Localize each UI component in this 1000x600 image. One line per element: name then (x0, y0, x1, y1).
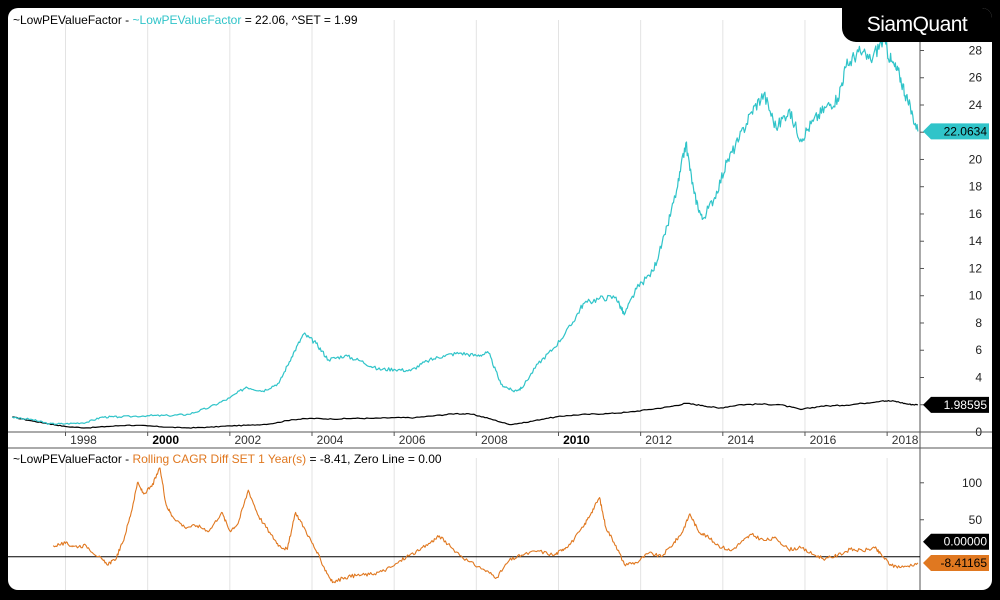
x-tick-label: 2014 (727, 433, 754, 447)
y-tick-label: 24 (969, 98, 983, 112)
factor-line (11, 35, 919, 425)
zero-line-value-tag (923, 533, 989, 550)
bottom-chart-header: ~LowPEValueFactor - Rolling CAGR Diff SE… (13, 452, 442, 466)
cagr-last-value-tag-label: -8.41165 (941, 556, 988, 570)
x-tick-label: 2016 (810, 433, 837, 447)
chart-panel: 0246810121416182022242628199820002002200… (8, 8, 992, 590)
x-tick-label: 2012 (645, 433, 672, 447)
x-tick-label: 2008 (481, 433, 508, 447)
y-tick-label: 100 (962, 476, 982, 490)
y-tick-label: 50 (969, 513, 983, 527)
x-tick-label: 2006 (399, 433, 426, 447)
set-last-value-tag (923, 396, 989, 413)
top-chart-header: ~LowPEValueFactor - ~LowPEValueFactor = … (13, 13, 358, 27)
x-tick-label: 2000 (152, 433, 179, 447)
x-tick-label: 2018 (892, 433, 919, 447)
zero-line-value-tag-label: 0.00000 (944, 535, 988, 549)
bottom-header-indicator-name: Rolling CAGR Diff SET 1 Year(s) (132, 452, 307, 466)
x-tick-label: 1998 (70, 433, 97, 447)
factor-last-value-tag (923, 123, 989, 140)
y-tick-label: 26 (969, 71, 983, 85)
siamquant-logo: SiamQuant (842, 8, 992, 42)
y-tick-label: 14 (969, 234, 983, 248)
y-tick-label: 6 (975, 343, 982, 357)
y-tick-label: 28 (969, 43, 983, 57)
cagr-diff-line (52, 467, 919, 584)
cagr-last-value-tag (923, 554, 989, 571)
top-header-series-name: ~LowPEValueFactor - (13, 13, 133, 27)
set-index-line (12, 400, 919, 429)
factor-last-value-tag-label: 22.0634 (944, 124, 988, 138)
set-last-value-tag-label: 1.98595 (944, 398, 988, 412)
y-tick-label: 8 (975, 316, 982, 330)
y-tick-label: 4 (975, 370, 982, 384)
top-header-factor-name: ~LowPEValueFactor (132, 13, 242, 27)
top-header-values: = 22.06, ^SET = 1.99 (241, 13, 358, 27)
y-tick-label: 16 (969, 207, 983, 221)
y-tick-label: 10 (969, 289, 983, 303)
x-tick-label: 2010 (563, 433, 590, 447)
y-tick-label: 18 (969, 180, 983, 194)
y-tick-label: 20 (969, 152, 983, 166)
x-tick-label: 2002 (234, 433, 261, 447)
chart-canvas: 0246810121416182022242628199820002002200… (8, 8, 992, 590)
bottom-header-series-name: ~LowPEValueFactor - (13, 452, 133, 466)
x-tick-label: 2004 (317, 433, 344, 447)
y-tick-label: 12 (969, 261, 983, 275)
bottom-header-values: = -8.41, Zero Line = 0.00 (306, 452, 442, 466)
